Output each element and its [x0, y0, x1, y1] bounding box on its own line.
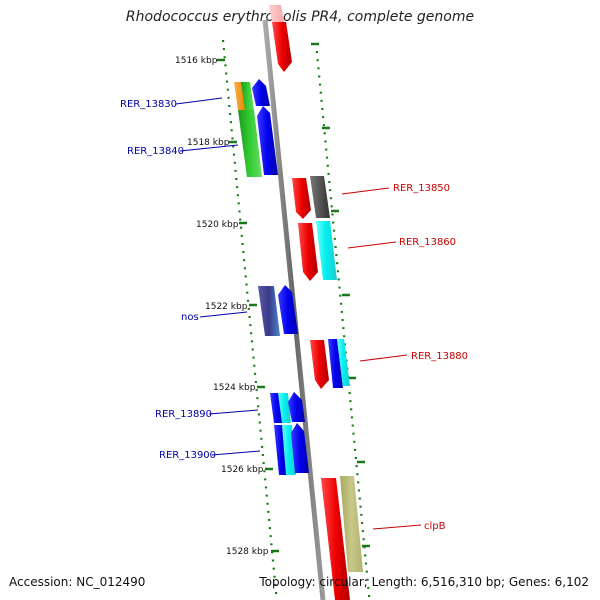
gene-rer-13850-grey: [310, 176, 330, 218]
gene-rer-13890-cyan: [278, 393, 291, 423]
ruler-ticks: [222, 40, 371, 597]
gene-label-rer-13850: RER_13850: [393, 183, 450, 194]
kbp-label: 1520 kbp: [196, 220, 239, 230]
gene-label-rer-13900: RER_13900: [159, 450, 216, 461]
gene-clpB-red: [321, 478, 350, 600]
gene-rer-13860-cyan: [316, 221, 337, 280]
kbp-label: 1524 kbp: [213, 383, 256, 393]
gene-nos-slate: [258, 286, 280, 336]
gene-top-partial: [269, 5, 284, 22]
gene-nos-blue: [278, 285, 298, 334]
gene-label-nos: nos: [181, 312, 199, 323]
gene-rer-13830-green: [241, 82, 254, 110]
ruler-ticks-right: [311, 42, 370, 548]
kbp-label: 1518 kbp: [187, 138, 230, 148]
gene-rer-13830-blue: [252, 79, 270, 106]
gene-label-rer-13860: RER_13860: [399, 237, 456, 248]
leader-rer-13830: [175, 97, 223, 105]
leader-rer-13880: [359, 354, 408, 362]
kbp-label: 1522 kbp: [205, 302, 248, 312]
gene-label-clpB: clpB: [424, 521, 446, 532]
leader-nos: [199, 311, 248, 318]
gene-rer-13890-arrow: [288, 392, 305, 422]
gene-rer-13900-arrow: [291, 423, 309, 473]
leader-rer-13860: [347, 241, 397, 249]
kbp-label: 1516 kbp: [175, 56, 218, 66]
gene-rer-13840-blue: [257, 106, 278, 175]
gene-rer-13850-red: [292, 178, 311, 219]
leader-rer-13900: [211, 450, 261, 456]
gene-rer-13880-blue: [328, 339, 343, 388]
leader-rer-13850: [341, 187, 390, 195]
leader-rer-13890: [208, 409, 259, 415]
kbp-labels: 1516 kbp 1518 kbp 1520 kbp 1522 kbp 1524…: [175, 56, 279, 557]
gene-label-rer-13890: RER_13890: [155, 409, 212, 420]
leader-clpB: [372, 524, 422, 530]
kbp-label: 1528 kbp: [226, 547, 269, 557]
gene-rer-13860-red: [298, 223, 318, 281]
gene-label-rer-13830: RER_13830: [120, 99, 177, 110]
topology-text: Topology: circular; Length: 6,516,310 bp…: [259, 575, 589, 589]
leader-rer-13840: [179, 144, 239, 152]
gene-label-rer-13880: RER_13880: [411, 351, 468, 362]
gene-clpB-khaki: [340, 476, 363, 572]
genome-title: Rhodococcus erythropolis PR4, complete g…: [125, 9, 475, 25]
gene-top-red: [272, 22, 292, 72]
gene-label-rer-13840: RER_13840: [127, 146, 184, 157]
gene-rer-13880-cyan: [337, 339, 350, 386]
gene-rer-13840-green: [238, 110, 262, 177]
accession-text: Accession: NC_012490: [9, 575, 146, 589]
kbp-label: 1526 kbp: [221, 465, 264, 475]
gene-rer-13880-red: [310, 340, 329, 389]
